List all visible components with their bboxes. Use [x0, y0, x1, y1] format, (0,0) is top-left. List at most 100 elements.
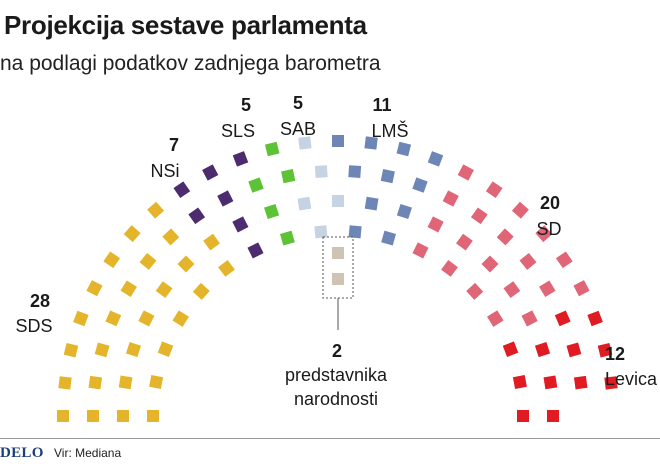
seat-sds	[139, 252, 157, 270]
seat-levica	[512, 374, 527, 390]
seat-nsi	[247, 242, 264, 259]
seat-sd	[470, 207, 488, 225]
seat-sd	[535, 225, 553, 243]
seat-sls	[279, 230, 295, 246]
seat-nsi	[202, 164, 219, 181]
label-levica-count: 12	[605, 344, 625, 364]
seat-sd	[441, 259, 458, 277]
seat-sd	[481, 255, 499, 273]
label-minority-count: 2	[332, 341, 342, 361]
seat-sd	[457, 164, 474, 181]
seat-lm	[364, 196, 379, 211]
seat-nsi	[173, 181, 191, 199]
seat-sab	[298, 136, 312, 150]
seat-sds	[172, 310, 189, 327]
label-lms-count: 11	[372, 95, 391, 115]
seat-sds	[147, 410, 159, 422]
seat-levica	[566, 342, 582, 358]
seat-sd	[573, 280, 590, 297]
label-sd: 20 SD	[536, 193, 561, 239]
seat-sd	[442, 190, 459, 207]
seat-sd	[485, 181, 503, 199]
seat-levica	[604, 376, 618, 390]
seat-sds	[73, 310, 89, 327]
chart-title: Projekcija sestave parlamenta	[4, 10, 367, 40]
seat-levica	[547, 410, 559, 422]
label-sds-count: 28	[30, 291, 50, 311]
seat-sds	[103, 251, 121, 269]
label-nsi: 7 NSi	[150, 135, 179, 181]
minority-seats-outline	[322, 236, 354, 299]
seat-levica	[543, 375, 558, 390]
seat-sds	[162, 228, 180, 246]
seat-sd	[427, 216, 444, 233]
seat-levica	[517, 410, 529, 422]
seat-sds	[88, 375, 103, 390]
label-minority: 2 predstavnika narodnosti	[285, 341, 388, 409]
seats-group	[57, 135, 618, 422]
label-levica-name: Levica	[605, 369, 658, 389]
label-sls: 5 SLS	[221, 95, 255, 141]
seat-sds	[118, 375, 133, 390]
seat-sd	[487, 310, 504, 327]
label-sab-count: 5	[293, 93, 303, 113]
seat-sd	[555, 251, 573, 269]
seat-sd	[496, 228, 514, 246]
seat-sd	[539, 280, 556, 297]
seat-sds	[94, 342, 110, 358]
seat-sds	[87, 410, 99, 422]
seat-sds	[63, 342, 79, 358]
seat-sab	[314, 225, 328, 239]
seat-lm	[396, 141, 412, 157]
seat-lm	[412, 177, 428, 193]
label-sd-count: 20	[540, 193, 560, 213]
seat-levica	[502, 341, 519, 357]
seat-sds	[117, 410, 129, 422]
delo-logo: DELO	[0, 445, 44, 461]
seat-sls	[248, 177, 264, 193]
seat-sds	[57, 410, 69, 422]
seat-sds	[105, 310, 122, 327]
seat-sds	[86, 280, 103, 297]
chart-subtitle: na podlagi podatkov zadnjega barometra	[0, 52, 381, 75]
seat-sds	[123, 225, 141, 243]
footer-divider	[0, 438, 660, 439]
seat-sds	[203, 233, 220, 251]
seat-sds	[155, 281, 173, 298]
seat-sd	[521, 310, 538, 327]
seat-sds	[218, 259, 235, 277]
seat-sd	[519, 252, 537, 270]
seat-sds	[177, 255, 195, 273]
seat-nsi	[232, 151, 249, 167]
seat-sd	[511, 201, 529, 219]
seat-sls	[281, 169, 296, 184]
seat-minority	[332, 273, 344, 285]
seat-lm	[380, 169, 395, 184]
seat-nsi	[217, 190, 234, 207]
label-minority-line2: narodnosti	[294, 389, 378, 409]
label-sds-name: SDS	[15, 316, 52, 336]
label-nsi-count: 7	[169, 135, 179, 155]
seat-minority	[332, 247, 344, 259]
label-levica: 12 Levica	[605, 344, 658, 389]
label-sls-name: SLS	[221, 121, 255, 141]
label-sds: 28 SDS	[15, 291, 52, 336]
seat-sls	[264, 141, 280, 157]
seat-sds	[157, 341, 174, 357]
seat-sab	[314, 165, 328, 178]
seat-levica	[597, 342, 613, 358]
seat-lm	[427, 151, 444, 167]
label-sab: 5 SAB	[280, 93, 316, 139]
minority-seats-group	[332, 247, 344, 285]
seat-lm	[348, 165, 362, 178]
seat-sd	[412, 242, 429, 259]
seat-sds	[138, 310, 155, 327]
seat-levica	[587, 310, 603, 327]
seat-lm	[381, 230, 397, 246]
seat-sd	[503, 281, 521, 298]
label-minority-line1: predstavnika	[285, 365, 388, 385]
label-lms-name: LMŠ	[371, 120, 408, 141]
label-sab-name: SAB	[280, 119, 316, 139]
seat-sab	[332, 195, 344, 207]
